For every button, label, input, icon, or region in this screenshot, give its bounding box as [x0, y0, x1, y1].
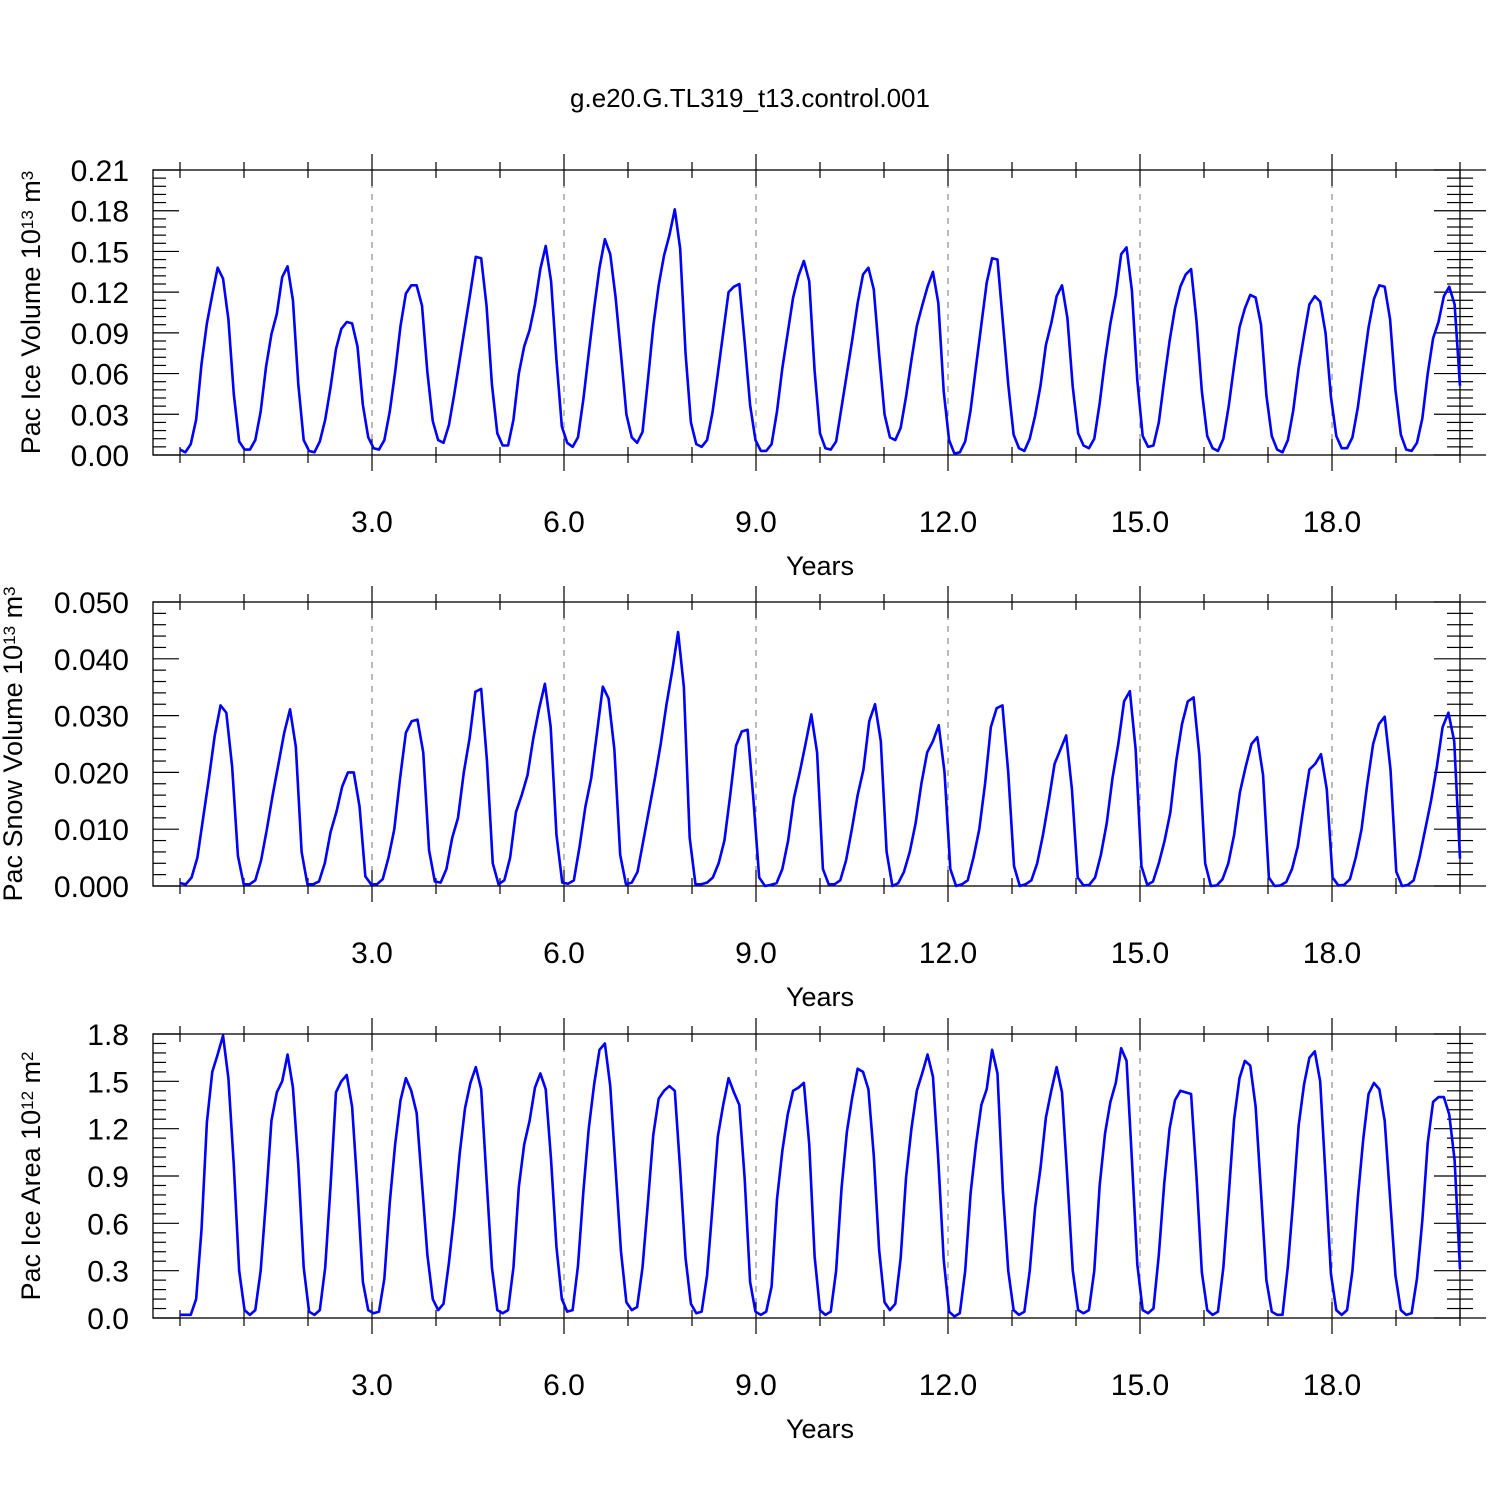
- y-tick-label: 0.21: [71, 155, 129, 188]
- x-tick-label: 12.0: [919, 506, 977, 539]
- series-line: [179, 630, 1462, 888]
- x-tick-label: 15.0: [1111, 506, 1169, 539]
- y-tick-label: 0.020: [54, 757, 129, 790]
- y-tick-label: 0.03: [71, 399, 129, 432]
- x-tick-label: 18.0: [1303, 937, 1361, 970]
- y-axis-title-superscript: 3: [18, 171, 37, 180]
- y-tick-label: 0.06: [71, 359, 129, 392]
- figure-title: g.e20.G.TL319_t13.control.001: [570, 83, 930, 113]
- x-axis-title: Years: [786, 982, 854, 1012]
- x-tick-label: 15.0: [1111, 937, 1169, 970]
- x-tick-label: 6.0: [543, 937, 585, 970]
- x-tick-label: 6.0: [543, 506, 585, 539]
- panel-1: 0.00 0.03 0.06 0.09 0.12 0.15 0.18 0.21 3.0 6.0 9.…: [16, 154, 1486, 581]
- plot-frame: [152, 601, 1461, 887]
- y-axis-title: Pac Ice Area 1012 m2: [16, 1051, 46, 1300]
- y-tick-label: 0.030: [54, 701, 129, 734]
- y-tick-label: 0.050: [54, 587, 129, 620]
- y-tick-label: 0.15: [71, 236, 129, 269]
- series-line: [180, 1034, 1462, 1318]
- y-tick-label: 0.0: [87, 1303, 129, 1336]
- y-tick-label: 0.18: [71, 196, 129, 229]
- x-tick-label: 3.0: [351, 506, 393, 539]
- y-axis-title-text: Pac Ice Area 10: [16, 1110, 46, 1301]
- y-axis-title-text: m: [16, 1061, 46, 1091]
- y-axis-title-superscript: 12: [18, 1091, 37, 1110]
- x-tick-label: 15.0: [1111, 1369, 1169, 1402]
- x-tick-label: 12.0: [919, 1369, 977, 1402]
- y-tick-label: 0.12: [71, 277, 129, 310]
- y-tick-label: 0.6: [87, 1208, 129, 1241]
- series-line: [179, 208, 1462, 455]
- y-tick-label: 1.2: [87, 1114, 129, 1147]
- y-axis-title-text: Pac Ice Volume 10: [16, 229, 46, 454]
- x-axis-title: Years: [786, 1414, 854, 1444]
- y-tick-label: 0.09: [71, 318, 129, 351]
- y-axis-title: Pac Snow Volume 1013 m3: [0, 586, 28, 901]
- y-axis-title-superscript: 13: [18, 210, 37, 229]
- x-tick-label: 3.0: [351, 1369, 393, 1402]
- x-tick-label: 9.0: [735, 506, 777, 539]
- x-tick-label: 18.0: [1303, 506, 1361, 539]
- y-tick-label: 1.8: [87, 1019, 129, 1052]
- x-tick-label: 9.0: [735, 1369, 777, 1402]
- panel-2: 0.000 0.010 0.020 0.030 0.040 0.050 3.0 6.0 9.0 1…: [0, 586, 1486, 1012]
- y-axis-title-text: Pac Snow Volume 10: [0, 645, 28, 902]
- x-axis-title: Years: [786, 551, 854, 581]
- y-axis-title-text: m: [16, 180, 46, 210]
- x-tick-label: 9.0: [735, 937, 777, 970]
- y-axis-title: Pac Ice Volume 1013 m3: [16, 171, 46, 455]
- y-tick-label: 0.000: [54, 871, 129, 904]
- y-tick-label: 0.00: [71, 440, 129, 473]
- x-tick-label: 18.0: [1303, 1369, 1361, 1402]
- panel-3: 0.0 0.3 0.6 0.9 1.2 1.5 1.8 3.0 6.0 9.0 12.0 15.0 18…: [16, 1018, 1486, 1444]
- y-tick-label: 0.010: [54, 814, 129, 847]
- x-tick-label: 3.0: [351, 937, 393, 970]
- x-tick-label: 12.0: [919, 937, 977, 970]
- x-tick-label: 6.0: [543, 1369, 585, 1402]
- plot-frame: [152, 1033, 1461, 1319]
- y-tick-label: 0.9: [87, 1161, 129, 1194]
- y-axis-title-text: m: [0, 596, 28, 626]
- plot-frame: [152, 169, 1461, 456]
- y-axis-title-superscript: 2: [18, 1051, 37, 1060]
- y-tick-label: 0.3: [87, 1256, 129, 1289]
- y-axis-title-superscript: 13: [0, 626, 19, 645]
- y-axis-title-superscript: 3: [0, 586, 19, 595]
- y-tick-label: 0.040: [54, 644, 129, 677]
- y-tick-label: 1.5: [87, 1066, 129, 1099]
